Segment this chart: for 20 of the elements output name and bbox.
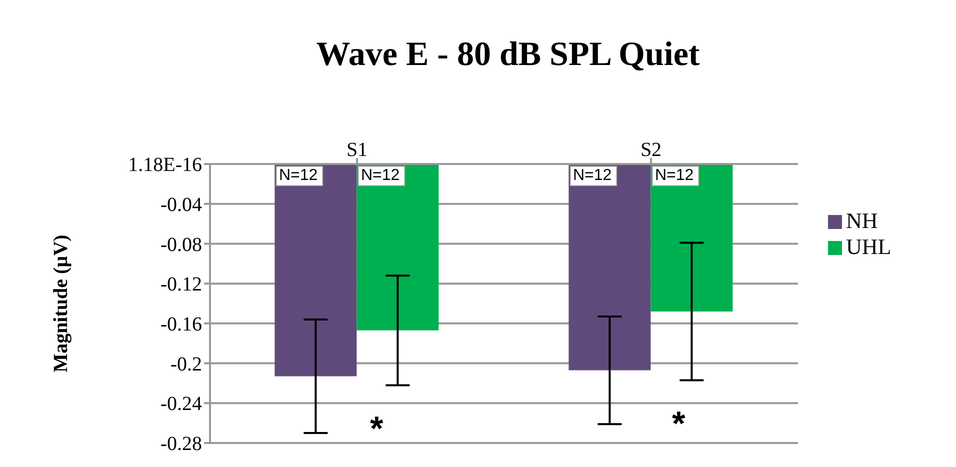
- y-tick-label: -0.16: [160, 314, 202, 336]
- legend-label: UHL: [846, 234, 892, 258]
- annotation: N=12: [652, 166, 699, 186]
- y-tick-label: -0.04: [160, 194, 202, 216]
- annotation: *: [672, 405, 686, 443]
- annotation: N=12: [570, 166, 617, 186]
- y-axis-title: Magnitude (µV): [50, 234, 72, 372]
- y-tick-label: -0.12: [160, 274, 202, 296]
- y-tick-label: -0.24: [160, 393, 202, 416]
- annotation: N=12: [358, 166, 405, 186]
- annotation: N=12: [276, 166, 323, 186]
- chart-title: Wave E - 80 dB SPL Quiet: [315, 36, 701, 74]
- y-tick-label: -0.2: [170, 353, 202, 376]
- x-tick-label: S2: [640, 139, 662, 161]
- y-tick-label: -0.28: [160, 433, 202, 456]
- y-tick-label: -0.08: [160, 234, 202, 256]
- legend-label: NH: [846, 208, 878, 232]
- annotation: *: [370, 410, 384, 448]
- y-tick-label: 1.18E-16: [128, 154, 202, 176]
- x-tick-label: S1: [346, 139, 368, 161]
